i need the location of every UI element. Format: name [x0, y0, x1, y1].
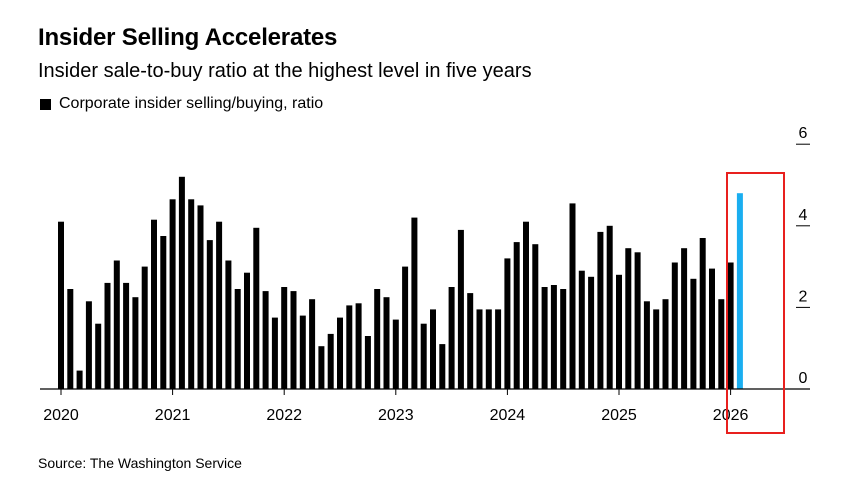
x-tick-label: 2020 [43, 407, 79, 424]
bar [448, 287, 455, 389]
bar [178, 176, 185, 389]
bar [439, 344, 446, 389]
bar [420, 323, 427, 389]
bar [476, 309, 483, 389]
bar [123, 282, 130, 389]
bar [206, 240, 213, 389]
bar [58, 221, 64, 389]
bar [402, 266, 409, 389]
bar [262, 291, 269, 389]
bar [699, 238, 706, 389]
bar [327, 333, 334, 389]
bar [188, 199, 195, 389]
bar [643, 301, 650, 389]
y-tick-label: 2 [799, 288, 808, 305]
bar [457, 229, 464, 389]
highlight-box [726, 172, 785, 434]
y-axis: 0 2 4 6 [796, 125, 810, 387]
bar [271, 317, 278, 389]
bar [151, 219, 157, 389]
y-tick-label: 6 [799, 125, 808, 142]
bar [625, 248, 632, 389]
x-tick-label: 2021 [155, 407, 191, 424]
bar [132, 297, 139, 389]
bar [681, 248, 688, 389]
bar [197, 205, 204, 389]
bar [244, 272, 250, 389]
bar [299, 315, 306, 389]
bar-series [58, 176, 743, 389]
bar [541, 287, 548, 389]
bar [281, 287, 288, 389]
bar [225, 260, 232, 389]
bar [169, 199, 176, 389]
bar [671, 262, 678, 389]
bar [113, 260, 120, 389]
x-tick-label: 2026 [713, 407, 749, 424]
bar [290, 291, 297, 389]
bar [104, 282, 111, 389]
bar [588, 276, 595, 389]
bar [467, 293, 474, 389]
bar [234, 289, 241, 389]
bar [95, 323, 102, 389]
source-note: Source: The Washington Service [38, 455, 242, 471]
bar [318, 346, 325, 389]
bar [718, 299, 725, 389]
y-tick-label: 4 [799, 207, 808, 224]
bar [560, 289, 567, 389]
chart-subtitle: Insider sale-to-buy ratio at the highest… [38, 60, 532, 82]
bar [411, 217, 418, 389]
bar [578, 270, 585, 389]
bar [430, 309, 436, 389]
legend-swatch [40, 98, 51, 110]
bar [374, 289, 381, 389]
bar [253, 227, 260, 389]
bar [216, 221, 223, 389]
bar [597, 231, 604, 389]
bar [662, 299, 669, 389]
bar [616, 274, 622, 389]
bar [504, 258, 511, 389]
x-axis: 2020 2021 2022 2023 2024 2025 2026 [40, 388, 810, 424]
bar [606, 225, 613, 389]
bar [355, 303, 362, 389]
bar [634, 252, 641, 389]
bar [532, 244, 539, 389]
x-tick-label: 2024 [490, 407, 526, 424]
bar [309, 299, 316, 389]
bar [653, 309, 660, 389]
bar [76, 370, 83, 389]
bar [485, 309, 492, 389]
x-tick-label: 2023 [378, 407, 414, 424]
bar [513, 242, 520, 389]
chart-title: Insider Selling Accelerates [38, 24, 338, 51]
bar-highlighted [736, 193, 743, 389]
bar [495, 309, 502, 389]
bar [346, 305, 353, 389]
bar [709, 268, 715, 389]
bar [550, 285, 557, 389]
bar [85, 301, 92, 389]
y-tick-label: 0 [799, 370, 808, 387]
bar [364, 336, 371, 389]
bar [160, 236, 167, 389]
bar [690, 278, 697, 389]
bar [569, 203, 576, 389]
legend: Corporate insider selling/buying, ratio [40, 95, 323, 113]
x-tick-label: 2022 [266, 407, 302, 424]
bar [383, 297, 390, 389]
bar [727, 262, 734, 389]
x-tick-label: 2025 [601, 407, 637, 424]
bar [141, 266, 148, 389]
bar [67, 289, 74, 389]
bar [337, 317, 343, 389]
bar [392, 319, 399, 389]
legend-label: Corporate insider selling/buying, ratio [59, 95, 324, 112]
bar [523, 221, 529, 389]
